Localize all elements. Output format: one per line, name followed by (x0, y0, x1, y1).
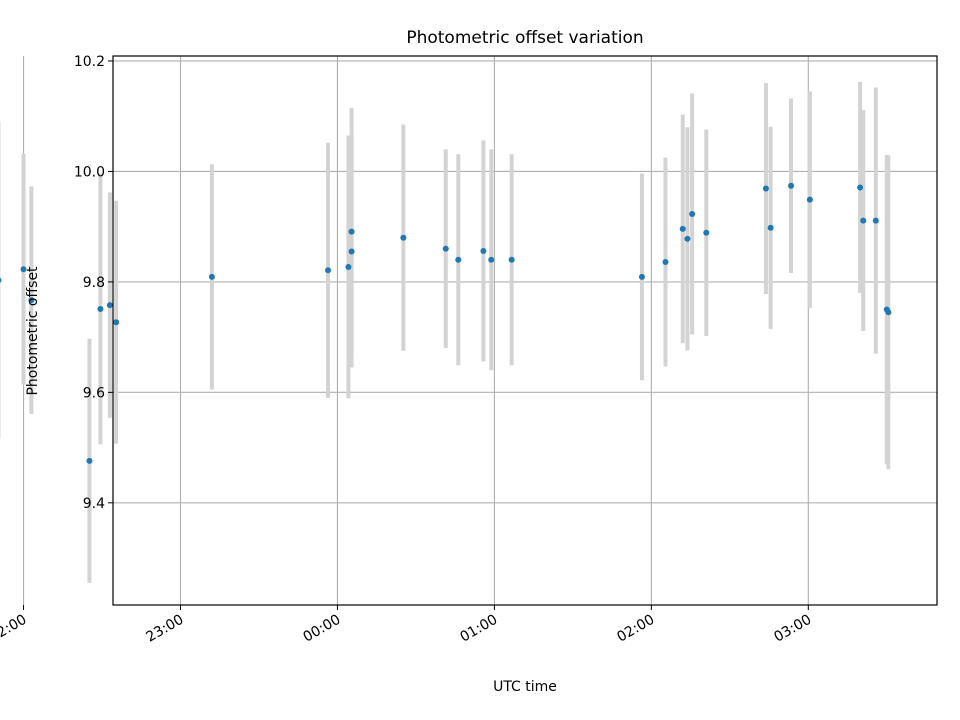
data-point (788, 182, 795, 189)
y-tick-label: 9.4 (83, 496, 105, 512)
data-point (480, 247, 487, 254)
y-tick-label: 10.2 (74, 54, 105, 70)
plot-frame (112, 55, 938, 606)
y-tick-label: 9.6 (83, 385, 105, 401)
data-point (208, 273, 215, 280)
y-axis-label: Photometric offset (25, 266, 41, 396)
data-point (860, 217, 867, 224)
data-point (806, 196, 813, 203)
data-point (20, 266, 27, 273)
x-axis-label: UTC time (493, 679, 557, 695)
data-point (488, 256, 495, 263)
y-axis: 9.4 9.6 9.8 10.0 10.2 (74, 54, 113, 512)
data-point (97, 305, 104, 312)
data-point (106, 302, 113, 309)
data-point (684, 235, 691, 242)
data-point (455, 256, 462, 263)
data-points (0, 182, 892, 464)
data-point (857, 184, 864, 191)
data-point (885, 309, 892, 316)
data-point (348, 248, 355, 255)
data-point (872, 217, 879, 224)
data-point (767, 224, 774, 231)
data-point (703, 229, 710, 236)
y-tick-label: 10.0 (74, 164, 105, 180)
y-tick-label: 9.8 (83, 275, 105, 291)
data-point (400, 234, 407, 241)
data-point (762, 185, 769, 192)
data-point (348, 228, 355, 235)
data-point (508, 256, 515, 263)
data-point (325, 267, 332, 274)
data-point (86, 457, 93, 464)
data-point (28, 297, 35, 304)
data-point (638, 273, 645, 280)
data-point (679, 225, 686, 232)
data-point (113, 319, 120, 326)
chart-title: Photometric offset variation (406, 28, 643, 48)
data-point (0, 277, 2, 283)
data-point (345, 263, 352, 270)
data-point (689, 210, 696, 217)
data-point (442, 245, 449, 252)
data-point (662, 259, 669, 266)
